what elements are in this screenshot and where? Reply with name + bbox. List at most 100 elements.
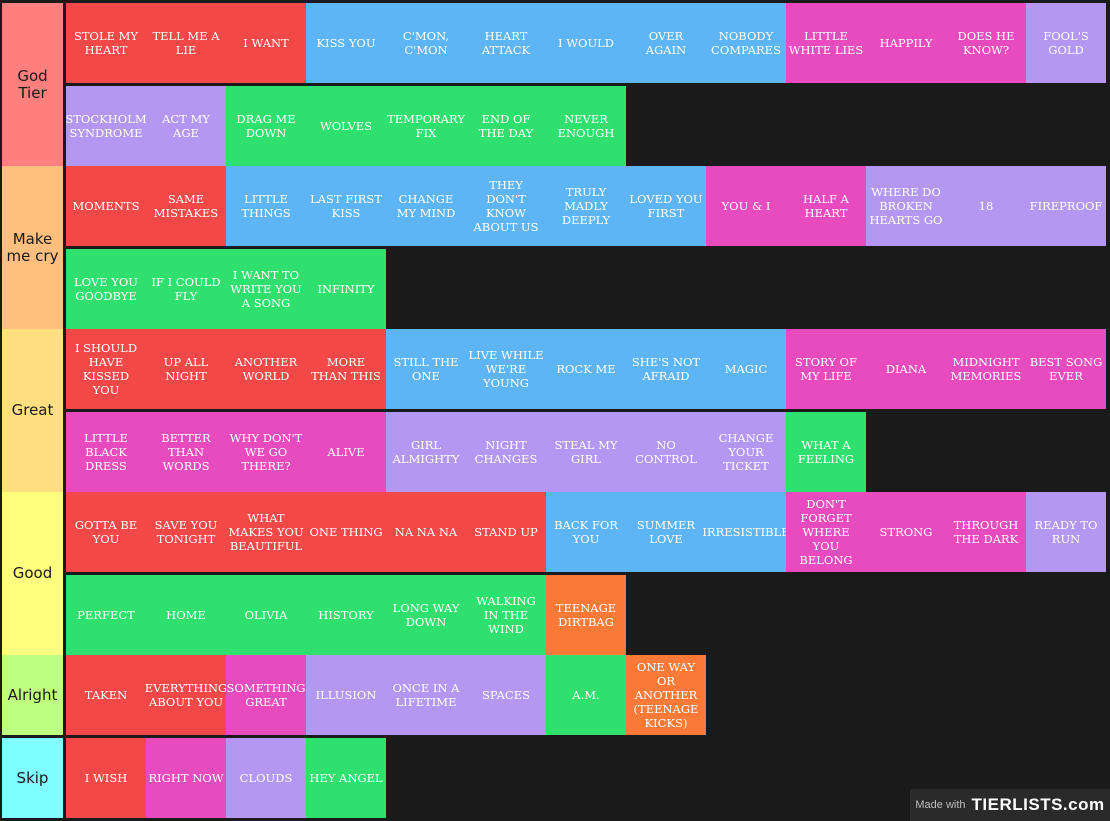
song-tile[interactable]: ILLUSION bbox=[306, 655, 386, 735]
song-tile[interactable]: WHY DON'T WE GO THERE? bbox=[226, 412, 306, 492]
song-tile[interactable]: ACT MY AGE bbox=[146, 86, 226, 166]
song-tile[interactable]: MIDNIGHT MEMORIES bbox=[946, 329, 1026, 409]
tier-label[interactable]: God Tier bbox=[2, 3, 63, 166]
song-tile[interactable]: UP ALL NIGHT bbox=[146, 329, 226, 409]
song-tile[interactable]: END OF THE DAY bbox=[466, 86, 546, 166]
tier-label[interactable]: Skip bbox=[2, 738, 63, 818]
song-tile[interactable]: ONE THING bbox=[306, 492, 386, 572]
song-tile[interactable]: I SHOULD HAVE KISSED YOU bbox=[66, 329, 146, 409]
song-tile[interactable]: HEY ANGEL bbox=[306, 738, 386, 818]
song-tile[interactable]: LONG WAY DOWN bbox=[386, 575, 466, 655]
song-tile[interactable]: CHANGE MY MIND bbox=[386, 166, 466, 246]
song-tile[interactable]: LIVE WHILE WE'RE YOUNG bbox=[466, 329, 546, 409]
song-tile[interactable]: WHERE DO BROKEN HEARTS GO bbox=[866, 166, 946, 246]
song-tile[interactable]: READY TO RUN bbox=[1026, 492, 1106, 572]
song-tile[interactable]: DON'T FORGET WHERE YOU BELONG bbox=[786, 492, 866, 572]
song-tile[interactable]: STOLE MY HEART bbox=[66, 3, 146, 83]
song-tile[interactable]: THROUGH THE DARK bbox=[946, 492, 1026, 572]
song-tile[interactable]: STAND UP bbox=[466, 492, 546, 572]
song-tile[interactable]: IRRESISTIBLE bbox=[702, 492, 790, 572]
tier-label[interactable]: Alright bbox=[2, 655, 63, 735]
song-tile[interactable]: NEVER ENOUGH bbox=[546, 86, 626, 166]
song-tile[interactable]: SAVE YOU TONIGHT bbox=[146, 492, 226, 572]
song-tile[interactable]: TEENAGE DIRTBAG bbox=[546, 575, 626, 655]
song-tile[interactable]: TRULY MADLY DEEPLY bbox=[546, 166, 626, 246]
watermark[interactable]: Made with TIERLISTS.com bbox=[910, 789, 1110, 821]
song-tile[interactable]: HISTORY bbox=[306, 575, 386, 655]
song-tile[interactable]: LITTLE THINGS bbox=[226, 166, 306, 246]
song-tile[interactable]: I WOULD bbox=[546, 3, 626, 83]
song-tile[interactable]: LOVED YOU FIRST bbox=[626, 166, 706, 246]
song-tile[interactable]: 18 bbox=[946, 166, 1026, 246]
song-tile[interactable]: TELL ME A LIE bbox=[146, 3, 226, 83]
song-tile[interactable]: A.M. bbox=[546, 655, 626, 735]
song-tile[interactable]: LITTLE BLACK DRESS bbox=[66, 412, 146, 492]
song-tile[interactable]: MOMENTS bbox=[66, 166, 146, 246]
song-tile[interactable]: MORE THAN THIS bbox=[306, 329, 386, 409]
tier-label[interactable]: Great bbox=[2, 329, 63, 492]
song-tile[interactable]: LAST FIRST KISS bbox=[306, 166, 386, 246]
song-tile[interactable]: C'MON, C'MON bbox=[386, 3, 466, 83]
song-tile[interactable]: BEST SONG EVER bbox=[1026, 329, 1106, 409]
song-tile[interactable]: I WISH bbox=[66, 738, 146, 818]
song-tile[interactable]: ANOTHER WORLD bbox=[226, 329, 306, 409]
song-tile[interactable]: LOVE YOU GOODBYE bbox=[66, 249, 146, 329]
song-tile[interactable]: HALF A HEART bbox=[786, 166, 866, 246]
song-tile[interactable]: INFINITY bbox=[306, 249, 386, 329]
song-tile[interactable]: I WANT TO WRITE YOU A SONG bbox=[226, 249, 306, 329]
song-tile[interactable]: HEART ATTACK bbox=[466, 3, 546, 83]
song-tile[interactable]: SHE'S NOT AFRAID bbox=[626, 329, 706, 409]
song-tile[interactable]: RIGHT NOW bbox=[146, 738, 226, 818]
song-tile[interactable]: SUMMER LOVE bbox=[626, 492, 706, 572]
song-tile[interactable]: STRONG bbox=[866, 492, 946, 572]
song-tile[interactable]: NOBODY COMPARES bbox=[706, 3, 786, 83]
song-tile[interactable]: PERFECT bbox=[66, 575, 146, 655]
song-tile[interactable]: LITTLE WHITE LIES bbox=[786, 3, 866, 83]
song-tile[interactable]: FIREPROOF bbox=[1026, 166, 1106, 246]
song-tile[interactable]: MAGIC bbox=[706, 329, 786, 409]
song-tile[interactable]: HOME bbox=[146, 575, 226, 655]
song-tile[interactable]: WALKING IN THE WIND bbox=[466, 575, 546, 655]
song-tile[interactable]: SPACES bbox=[466, 655, 546, 735]
song-tile[interactable]: NIGHT CHANGES bbox=[466, 412, 546, 492]
song-tile[interactable]: KISS YOU bbox=[306, 3, 386, 83]
song-tile[interactable]: TEMPORARY FIX bbox=[386, 86, 466, 166]
song-tile[interactable]: ROCK ME bbox=[546, 329, 626, 409]
song-tile[interactable]: I WANT bbox=[226, 3, 306, 83]
song-tile[interactable]: BACK FOR YOU bbox=[546, 492, 626, 572]
song-tile[interactable]: SAME MISTAKES bbox=[146, 166, 226, 246]
song-tile[interactable]: WOLVES bbox=[306, 86, 386, 166]
song-tile[interactable]: FOOL'S GOLD bbox=[1026, 3, 1106, 83]
song-tile[interactable]: STOCKHOLM SYNDROME bbox=[65, 86, 147, 166]
song-tile[interactable]: THEY DON'T KNOW ABOUT US bbox=[466, 166, 546, 246]
song-tile[interactable]: CLOUDS bbox=[226, 738, 306, 818]
song-tile[interactable]: ONCE IN A LIFETIME bbox=[386, 655, 466, 735]
song-tile[interactable]: DOES HE KNOW? bbox=[946, 3, 1026, 83]
song-tile[interactable]: ALIVE bbox=[306, 412, 386, 492]
song-tile[interactable]: OVER AGAIN bbox=[626, 3, 706, 83]
song-tile[interactable]: STEAL MY GIRL bbox=[546, 412, 626, 492]
song-tile[interactable]: HAPPILY bbox=[866, 3, 946, 83]
song-tile[interactable]: STORY OF MY LIFE bbox=[786, 329, 866, 409]
song-tile[interactable]: GOTTA BE YOU bbox=[66, 492, 146, 572]
song-tile[interactable]: EVERYTHING ABOUT YOU bbox=[145, 655, 227, 735]
song-tile[interactable]: IF I COULD FLY bbox=[146, 249, 226, 329]
song-tile[interactable]: YOU & I bbox=[706, 166, 786, 246]
song-tile[interactable]: SOMETHING GREAT bbox=[226, 655, 306, 735]
song-tile[interactable]: DIANA bbox=[866, 329, 946, 409]
song-tile[interactable]: TAKEN bbox=[66, 655, 146, 735]
tier-label[interactable]: Make me cry bbox=[2, 166, 63, 329]
song-tile[interactable]: OLIVIA bbox=[226, 575, 306, 655]
song-tile[interactable]: ONE WAY OR ANOTHER (TEENAGE KICKS) bbox=[626, 655, 706, 735]
tier-label[interactable]: Good bbox=[2, 492, 63, 655]
song-tile[interactable]: GIRL ALMIGHTY bbox=[386, 412, 466, 492]
song-tile[interactable]: WHAT MAKES YOU BEAUTIFUL bbox=[226, 492, 306, 572]
song-tile[interactable]: DRAG ME DOWN bbox=[226, 86, 306, 166]
song-tile[interactable]: NA NA NA bbox=[386, 492, 466, 572]
song-tile[interactable]: WHAT A FEELING bbox=[786, 412, 866, 492]
song-tile[interactable]: BETTER THAN WORDS bbox=[146, 412, 226, 492]
song-tile[interactable]: NO CONTROL bbox=[626, 412, 706, 492]
song-tile[interactable]: STILL THE ONE bbox=[386, 329, 466, 409]
tierlists-logo: TIERLISTS.com bbox=[971, 795, 1105, 814]
song-tile[interactable]: CHANGE YOUR TICKET bbox=[706, 412, 786, 492]
